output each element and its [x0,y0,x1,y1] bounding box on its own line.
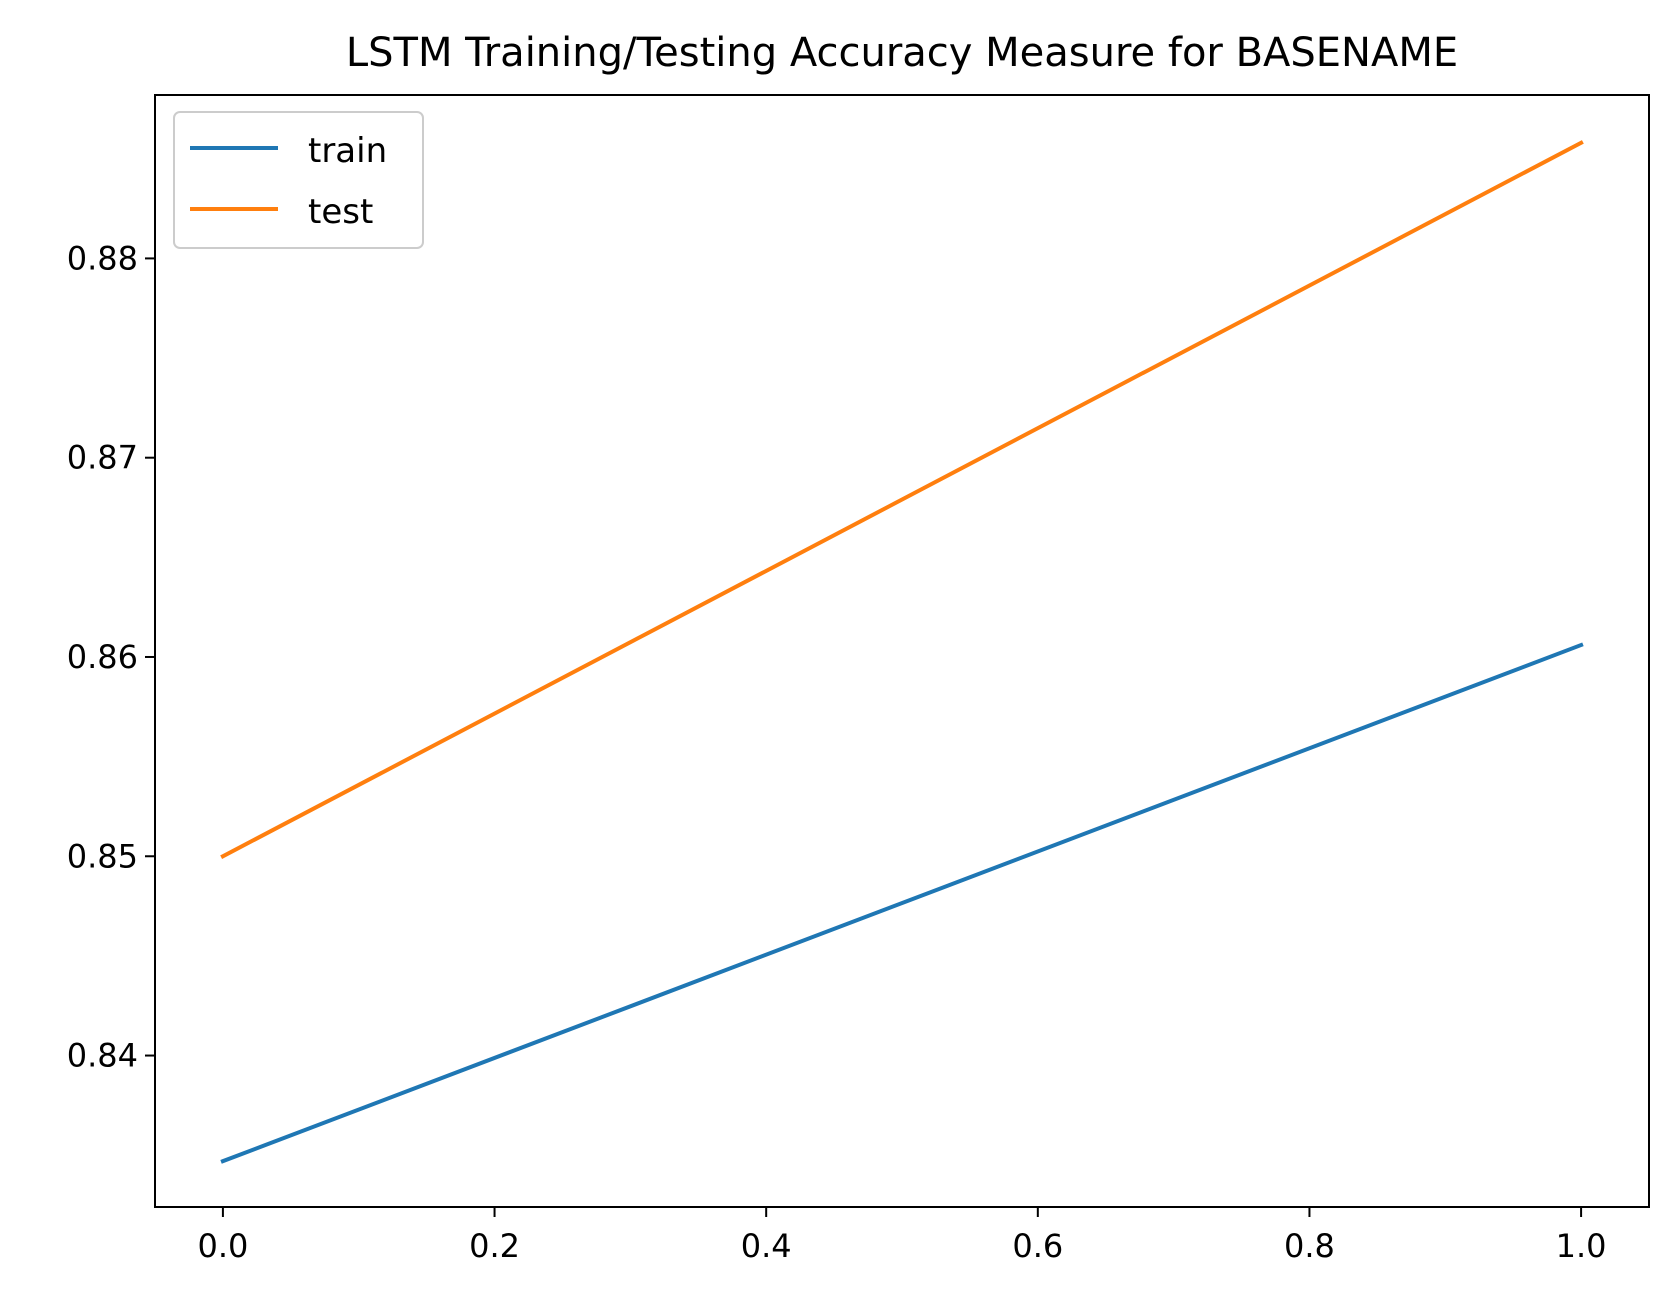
plot-frame [154,94,1650,1208]
chart-title: LSTM Training/Testing Accuracy Measure f… [346,30,1458,76]
x-tick-label: 1.0 [1556,1227,1607,1265]
x-tick-label: 0.0 [197,1227,248,1265]
series-line-train [220,642,1584,1164]
x-tick-label: 0.2 [469,1227,520,1265]
y-tick-label: 0.87 [67,439,138,477]
y-tick-label: 0.84 [67,1037,138,1075]
y-tick-label: 0.85 [67,837,138,875]
legend: train test [173,111,424,249]
x-tick-label: 0.6 [1012,1227,1063,1265]
series-line-test [220,140,1584,859]
legend-label-test: test [308,192,373,232]
y-tick-label: 0.86 [67,638,138,676]
x-tick-label: 0.8 [1284,1227,1335,1265]
series-layer [220,140,1584,1164]
x-tick-label: 0.4 [741,1227,792,1265]
tick-layer: 0.0 0.2 0.4 0.6 0.8 1.0 0.84 0.85 0.86 0.87 0.88 [67,239,1607,1265]
legend-label-train: train [308,131,387,171]
y-tick-label: 0.88 [67,239,138,277]
